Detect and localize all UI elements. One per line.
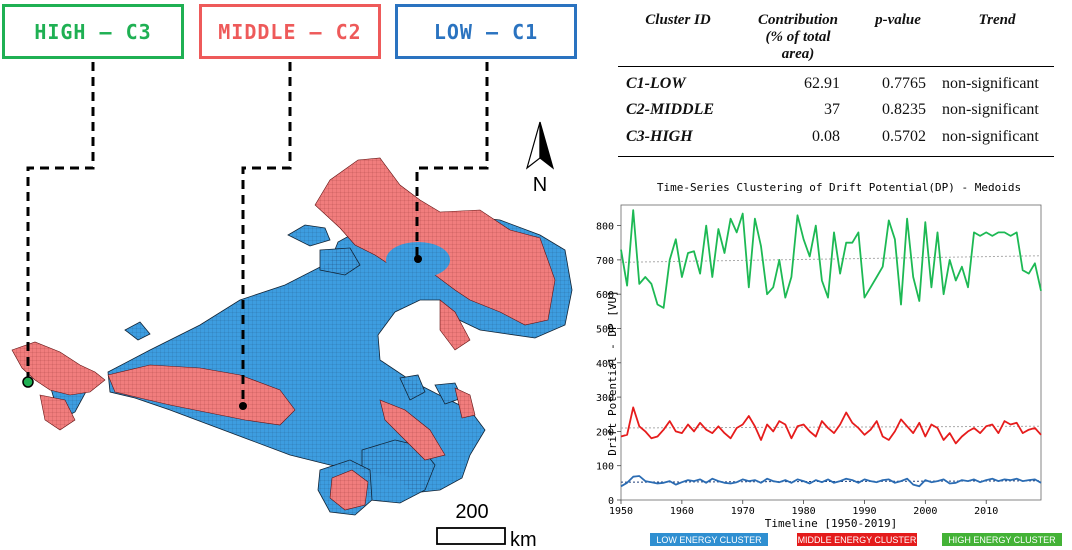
row-trend: non-significant bbox=[942, 128, 1039, 145]
cluster-box-low-label: LOW – C1 bbox=[433, 19, 539, 44]
x-tick-label: 1990 bbox=[852, 506, 876, 517]
scale-unit: km bbox=[510, 529, 537, 550]
x-tick-label: 1970 bbox=[731, 506, 755, 517]
medoid-point-middle bbox=[239, 402, 247, 410]
legend-high-label: HIGH ENERGY CLUSTER bbox=[948, 534, 1056, 545]
header-contribution-line-3: area) bbox=[781, 46, 815, 62]
x-tick-label: 1980 bbox=[792, 506, 816, 517]
cluster-box-high-label: HIGH – C3 bbox=[34, 19, 152, 44]
map-region-middle-grid bbox=[12, 158, 555, 510]
legend-middle-label: MIDDLE ENERGY CLUSTER bbox=[797, 534, 917, 545]
trend-line-middle bbox=[620, 425, 1042, 429]
chart-title: Time-Series Clustering of Drift Potentia… bbox=[657, 181, 1021, 194]
north-label: N bbox=[533, 174, 547, 196]
y-tick-label: 0 bbox=[608, 496, 614, 507]
table-header: Cluster ID Contribution (% of total area… bbox=[618, 6, 1054, 67]
row-trend: non-significant bbox=[942, 101, 1039, 118]
scale-value: 200 bbox=[455, 501, 488, 523]
trend-lines bbox=[620, 255, 1042, 483]
y-axis-label: Drift Potential - DP [VU] bbox=[606, 290, 619, 456]
x-tick-label: 1960 bbox=[670, 506, 694, 517]
cluster-box-high: HIGH – C3 bbox=[2, 4, 184, 59]
cluster-box-middle-label: MIDDLE – C2 bbox=[218, 19, 362, 44]
trend-line-low bbox=[620, 480, 1042, 483]
header-contribution-line-1: Contribution bbox=[757, 12, 839, 28]
x-tick-label: 2010 bbox=[974, 506, 998, 517]
row-cluster-id: C1-LOW bbox=[626, 75, 686, 92]
row-trend: non-significant bbox=[942, 75, 1039, 92]
scale-bar: 200 km bbox=[436, 501, 537, 550]
cluster-box-middle: MIDDLE – C2 bbox=[199, 4, 381, 59]
row-contribution: 62.91 bbox=[804, 75, 840, 92]
table-bottom-rule bbox=[618, 156, 1054, 157]
row-p-value: 0.7765 bbox=[882, 75, 926, 92]
row-contribution: 0.08 bbox=[812, 128, 840, 145]
cluster-box-low: LOW – C1 bbox=[395, 4, 577, 59]
cluster-map: N 200 km bbox=[11, 62, 573, 550]
legend-low: LOW ENERGY CLUSTER bbox=[650, 533, 768, 546]
north-arrow: N bbox=[525, 121, 555, 196]
table-row: C1-LOW 62.91 0.7765 non-significant bbox=[618, 70, 1054, 98]
plot-frame bbox=[620, 204, 1042, 501]
leader-lines bbox=[26, 62, 489, 405]
row-cluster-id: C2-MIDDLE bbox=[626, 101, 715, 118]
series-line-high bbox=[620, 209, 1042, 309]
legend-low-label: LOW ENERGY CLUSTER bbox=[656, 534, 762, 545]
table-row: C3-HIGH 0.08 0.5702 non-significant bbox=[618, 123, 1054, 151]
medoid-point-low bbox=[414, 255, 422, 263]
header-contribution-line-2: (% of total bbox=[765, 29, 831, 45]
x-axis-label: Timeline [1950-2019] bbox=[765, 517, 897, 530]
row-cluster-id: C3-HIGH bbox=[626, 128, 693, 145]
header-cluster-id: Cluster ID bbox=[645, 12, 711, 28]
table-row: C2-MIDDLE 37 0.8235 non-significant bbox=[618, 96, 1054, 124]
row-p-value: 0.5702 bbox=[882, 128, 926, 145]
legend-middle: MIDDLE ENERGY CLUSTER bbox=[797, 533, 917, 546]
legend-high: HIGH ENERGY CLUSTER bbox=[942, 533, 1062, 546]
scale-rectangle bbox=[436, 527, 506, 545]
header-p-value: p-value bbox=[875, 12, 921, 28]
row-contribution: 37 bbox=[824, 101, 840, 118]
row-p-value: 0.8235 bbox=[882, 101, 926, 118]
x-axis-ticks: 1950 1960 1970 1980 1990 2000 2010 bbox=[609, 500, 998, 517]
series-lines bbox=[620, 209, 1042, 488]
medoid-point-high bbox=[22, 376, 34, 388]
series-line-low bbox=[620, 475, 1042, 488]
header-trend: Trend bbox=[978, 12, 1016, 28]
header-contribution: Contribution (% of total area) bbox=[738, 12, 858, 63]
trend-line-high bbox=[620, 255, 1042, 263]
series-line-middle bbox=[620, 406, 1042, 445]
x-tick-label: 1950 bbox=[609, 506, 633, 517]
x-tick-label: 2000 bbox=[913, 506, 937, 517]
